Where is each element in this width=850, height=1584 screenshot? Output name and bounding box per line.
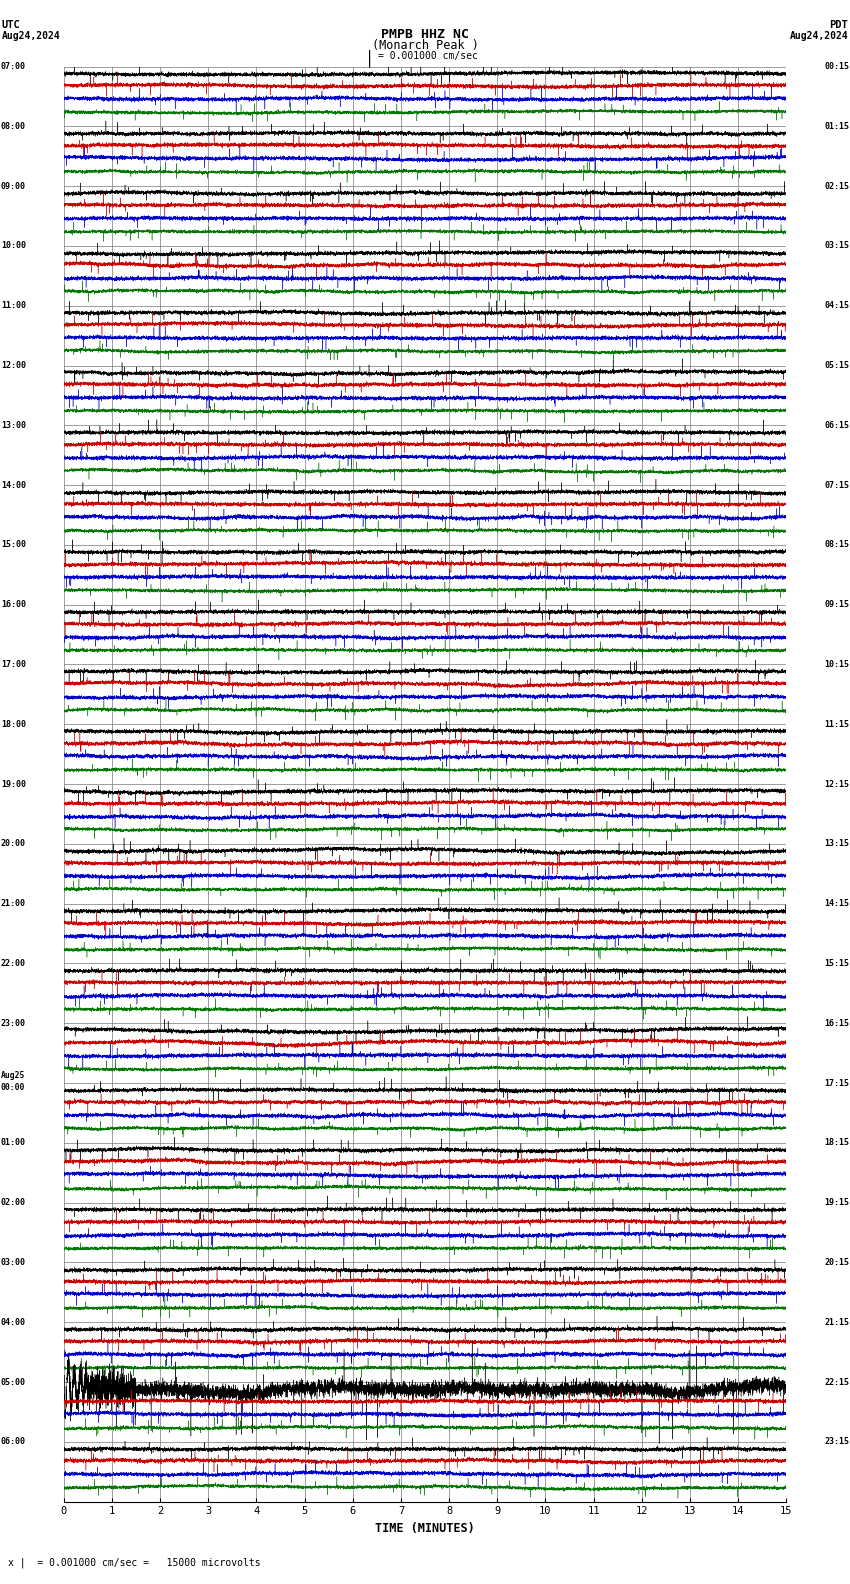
Text: PMPB HHZ NC: PMPB HHZ NC bbox=[381, 27, 469, 41]
Text: 20:00: 20:00 bbox=[1, 840, 26, 849]
Text: 17:00: 17:00 bbox=[1, 661, 26, 668]
Text: 14:00: 14:00 bbox=[1, 480, 26, 489]
Text: 06:00: 06:00 bbox=[1, 1437, 26, 1446]
Text: 03:15: 03:15 bbox=[824, 241, 849, 250]
Text: 07:15: 07:15 bbox=[824, 480, 849, 489]
Text: 06:15: 06:15 bbox=[824, 421, 849, 429]
Text: Aug24,2024: Aug24,2024 bbox=[2, 30, 60, 41]
Text: 16:15: 16:15 bbox=[824, 1019, 849, 1028]
Text: PDT: PDT bbox=[830, 19, 848, 30]
Text: 15:15: 15:15 bbox=[824, 958, 849, 968]
Text: 19:00: 19:00 bbox=[1, 779, 26, 789]
Text: 10:15: 10:15 bbox=[824, 661, 849, 668]
Text: 22:15: 22:15 bbox=[824, 1378, 849, 1386]
Text: 18:15: 18:15 bbox=[824, 1139, 849, 1147]
Text: 12:15: 12:15 bbox=[824, 779, 849, 789]
Text: = 0.001000 cm/sec: = 0.001000 cm/sec bbox=[378, 51, 478, 62]
Text: 04:00: 04:00 bbox=[1, 1318, 26, 1327]
Text: (Monarch Peak ): (Monarch Peak ) bbox=[371, 38, 479, 52]
Text: 08:00: 08:00 bbox=[1, 122, 26, 131]
Text: 14:15: 14:15 bbox=[824, 900, 849, 908]
Text: 16:00: 16:00 bbox=[1, 600, 26, 610]
Text: 23:15: 23:15 bbox=[824, 1437, 849, 1446]
Text: 13:00: 13:00 bbox=[1, 421, 26, 429]
Text: 00:15: 00:15 bbox=[824, 62, 849, 71]
Text: 11:00: 11:00 bbox=[1, 301, 26, 310]
Text: 12:00: 12:00 bbox=[1, 361, 26, 371]
Text: 15:00: 15:00 bbox=[1, 540, 26, 550]
Text: 09:00: 09:00 bbox=[1, 182, 26, 190]
Text: 03:00: 03:00 bbox=[1, 1258, 26, 1267]
Text: 02:15: 02:15 bbox=[824, 182, 849, 190]
Text: 21:15: 21:15 bbox=[824, 1318, 849, 1327]
Text: 09:15: 09:15 bbox=[824, 600, 849, 610]
Text: 23:00: 23:00 bbox=[1, 1019, 26, 1028]
X-axis label: TIME (MINUTES): TIME (MINUTES) bbox=[375, 1522, 475, 1535]
Text: 02:00: 02:00 bbox=[1, 1198, 26, 1207]
Text: 10:00: 10:00 bbox=[1, 241, 26, 250]
Text: 05:15: 05:15 bbox=[824, 361, 849, 371]
Text: 04:15: 04:15 bbox=[824, 301, 849, 310]
Text: 21:00: 21:00 bbox=[1, 900, 26, 908]
Text: 11:15: 11:15 bbox=[824, 719, 849, 729]
Text: 13:15: 13:15 bbox=[824, 840, 849, 849]
Text: 08:15: 08:15 bbox=[824, 540, 849, 550]
Text: 01:00: 01:00 bbox=[1, 1139, 26, 1147]
Text: x |  = 0.001000 cm/sec =   15000 microvolts: x | = 0.001000 cm/sec = 15000 microvolts bbox=[8, 1557, 261, 1568]
Text: Aug24,2024: Aug24,2024 bbox=[790, 30, 848, 41]
Text: 18:00: 18:00 bbox=[1, 719, 26, 729]
Text: 07:00: 07:00 bbox=[1, 62, 26, 71]
Text: 17:15: 17:15 bbox=[824, 1079, 849, 1088]
Text: Aug25: Aug25 bbox=[1, 1071, 26, 1080]
Text: 20:15: 20:15 bbox=[824, 1258, 849, 1267]
Text: │: │ bbox=[366, 49, 374, 67]
Text: 19:15: 19:15 bbox=[824, 1198, 849, 1207]
Text: UTC: UTC bbox=[2, 19, 20, 30]
Text: 22:00: 22:00 bbox=[1, 958, 26, 968]
Text: 05:00: 05:00 bbox=[1, 1378, 26, 1386]
Text: 00:00: 00:00 bbox=[1, 1082, 26, 1091]
Text: 01:15: 01:15 bbox=[824, 122, 849, 131]
